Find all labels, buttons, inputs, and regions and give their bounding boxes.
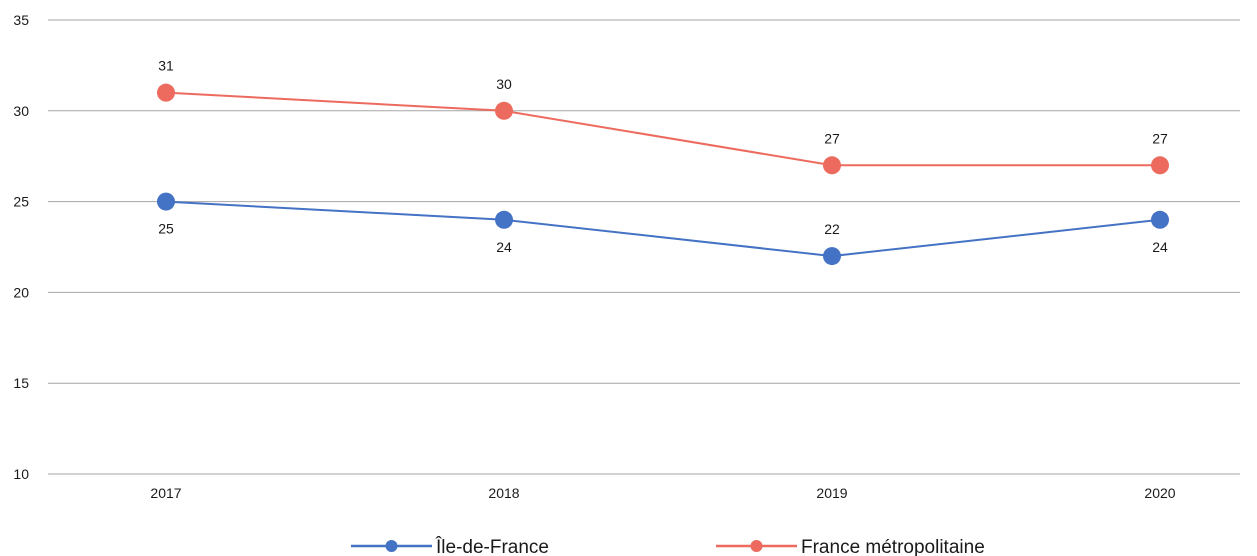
legend-item-1: France métropolitaine xyxy=(716,537,985,556)
data-label: 31 xyxy=(158,58,174,74)
series-line-1 xyxy=(165,91,1160,167)
y-tick-label: 10 xyxy=(13,466,29,482)
data-point xyxy=(157,83,175,102)
x-tick-label: 2017 xyxy=(150,485,181,501)
data-point xyxy=(823,156,841,175)
legend: Île-de-France France métropolitaine xyxy=(351,536,985,556)
data-label: 24 xyxy=(1152,239,1168,255)
data-point xyxy=(495,101,513,120)
y-tick-label: 20 xyxy=(13,284,29,300)
series-line-0 xyxy=(165,200,1161,258)
x-tick-label: 2019 xyxy=(816,485,847,501)
legend-marker xyxy=(750,540,763,552)
legend-label: Île-de-France xyxy=(435,536,549,556)
data-label: 27 xyxy=(824,130,840,146)
data-label: 25 xyxy=(158,221,174,237)
data-point xyxy=(1151,210,1169,229)
data-label: 30 xyxy=(496,76,512,92)
data-label: 22 xyxy=(824,221,840,237)
series-lines xyxy=(157,83,1169,266)
legend-item-0: Île-de-France xyxy=(351,536,549,556)
legend-marker xyxy=(385,540,398,552)
y-tick-label: 35 xyxy=(13,12,29,28)
y-tick-label: 30 xyxy=(13,103,29,119)
x-axis-ticks: 2017 2018 2019 2020 xyxy=(150,485,1175,501)
data-point xyxy=(823,247,841,266)
data-labels: 25 24 22 24 31 30 27 27 xyxy=(158,58,1168,255)
data-point xyxy=(157,192,175,211)
data-point xyxy=(1151,156,1169,175)
x-tick-label: 2020 xyxy=(1144,485,1175,501)
data-label: 24 xyxy=(496,239,512,255)
data-point xyxy=(495,210,513,229)
data-label: 27 xyxy=(1152,130,1168,146)
y-axis-ticks: 10 15 20 25 30 35 xyxy=(13,12,29,482)
legend-label: France métropolitaine xyxy=(801,537,985,556)
y-tick-label: 15 xyxy=(13,375,29,391)
y-tick-label: 25 xyxy=(13,194,29,210)
gridlines xyxy=(48,19,1240,475)
x-tick-label: 2018 xyxy=(488,485,519,501)
